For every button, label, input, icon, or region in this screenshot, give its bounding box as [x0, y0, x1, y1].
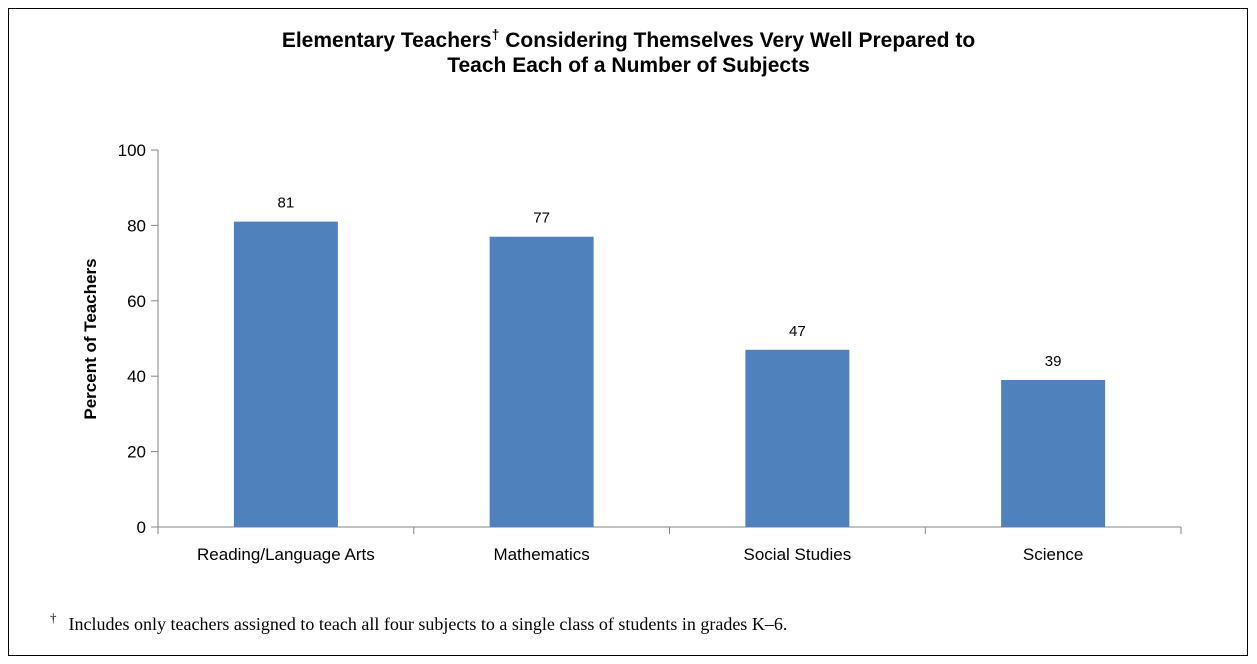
data-label: 47: [789, 323, 806, 340]
y-axis-label: Percent of Teachers: [81, 258, 100, 419]
title-dagger: †: [491, 26, 500, 42]
y-tick-label: 100: [118, 141, 146, 160]
bar: [233, 221, 338, 527]
data-label: 81: [278, 195, 295, 212]
x-tick-label: Mathematics: [493, 545, 589, 564]
footnote-dagger: †: [50, 610, 57, 625]
y-tick-label: 20: [127, 443, 146, 462]
bars: 81 77 47 39: [233, 195, 1106, 527]
x-tick-label: Reading/Language Arts: [197, 545, 375, 564]
x-axis: Reading/Language Arts Mathematics Social S…: [157, 526, 1182, 564]
data-label: 77: [533, 210, 550, 227]
chart-title-line1-suffix: Considering Themselves Very Well Prepare…: [499, 29, 976, 52]
chart-title-line1-prefix: Elementary Teachers: [281, 29, 492, 52]
bar: [1001, 379, 1106, 527]
x-tick-label: Social Studies: [744, 545, 852, 564]
chart-frame: [8, 8, 1248, 656]
footnote: † Includes only teachers assigned to teac…: [50, 610, 787, 635]
footnote-text: Includes only teachers assigned to teach…: [68, 614, 788, 634]
chart-title: Elementary Teachers† Considering Themsel…: [0, 22, 1257, 78]
y-tick-label: 80: [127, 216, 146, 235]
y-tick-label: 40: [127, 367, 146, 386]
chart-title-line2: Teach Each of a Number of Subjects: [447, 54, 810, 77]
bar: [489, 236, 594, 527]
data-label: 39: [1045, 353, 1062, 370]
y-axis: 0 20 40 60 80 100: [118, 141, 159, 537]
x-tick-label: Science: [1023, 545, 1083, 564]
y-tick-label: 0: [137, 518, 146, 537]
y-tick-label: 60: [127, 292, 146, 311]
bar: [745, 349, 850, 527]
